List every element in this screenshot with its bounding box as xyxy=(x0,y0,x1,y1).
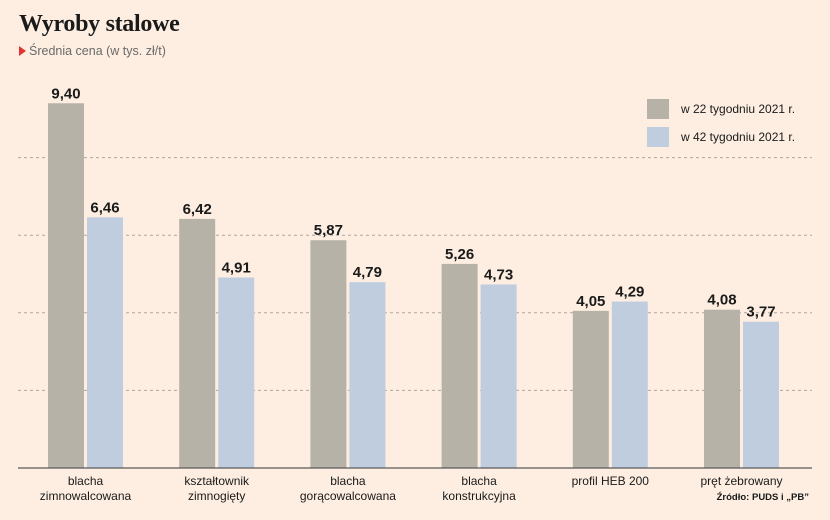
bar xyxy=(87,217,123,468)
chart-subtitle: Średnia cena (w tys. zł/t) xyxy=(19,44,166,58)
category-label: pręt żebrowany xyxy=(700,474,782,488)
category-label: zimnowalcowana xyxy=(40,489,132,503)
category-label: blacha xyxy=(68,474,104,488)
bar xyxy=(441,263,478,468)
legend-swatch xyxy=(647,99,669,119)
data-label: 3,77 xyxy=(746,304,775,321)
bar xyxy=(179,218,216,468)
category-label: blacha xyxy=(461,474,497,488)
data-label: 9,40 xyxy=(51,85,80,102)
data-label: 4,05 xyxy=(576,293,605,310)
data-label: 4,91 xyxy=(222,259,251,276)
legend-swatch xyxy=(647,127,669,147)
data-label: 4,08 xyxy=(707,292,736,309)
bar xyxy=(48,103,84,468)
bar xyxy=(611,301,648,468)
bar xyxy=(218,277,255,468)
chart-title: Wyroby stalowe xyxy=(19,11,180,37)
bar xyxy=(480,284,517,468)
category-label: gorącowalcowana xyxy=(300,489,396,503)
category-label: blacha xyxy=(330,474,366,488)
data-label: 5,87 xyxy=(314,222,343,239)
bar xyxy=(704,309,740,468)
bar xyxy=(349,282,386,468)
category-label: profil HEB 200 xyxy=(572,474,650,488)
subtitle-text: Średnia cena (w tys. zł/t) xyxy=(29,44,166,58)
data-label: 4,29 xyxy=(615,284,644,301)
source-note: Źródło: PUDS i „PB” xyxy=(716,492,809,503)
legend-label: w 22 tygodniu 2021 r. xyxy=(680,102,795,116)
data-label: 6,42 xyxy=(183,201,212,218)
data-label: 4,73 xyxy=(484,266,513,283)
triangle-marker-icon xyxy=(19,46,26,56)
bar xyxy=(572,310,609,468)
category-label: zimnogięty xyxy=(188,489,245,503)
data-label: 5,26 xyxy=(445,246,474,263)
data-label: 6,46 xyxy=(90,199,119,216)
legend-label: w 42 tygodniu 2021 r. xyxy=(680,130,795,144)
category-label: kształtownik xyxy=(184,474,250,488)
category-label: konstrukcyjna xyxy=(442,489,516,503)
bar xyxy=(743,321,779,468)
bar xyxy=(310,240,347,468)
data-label: 4,79 xyxy=(353,264,382,281)
